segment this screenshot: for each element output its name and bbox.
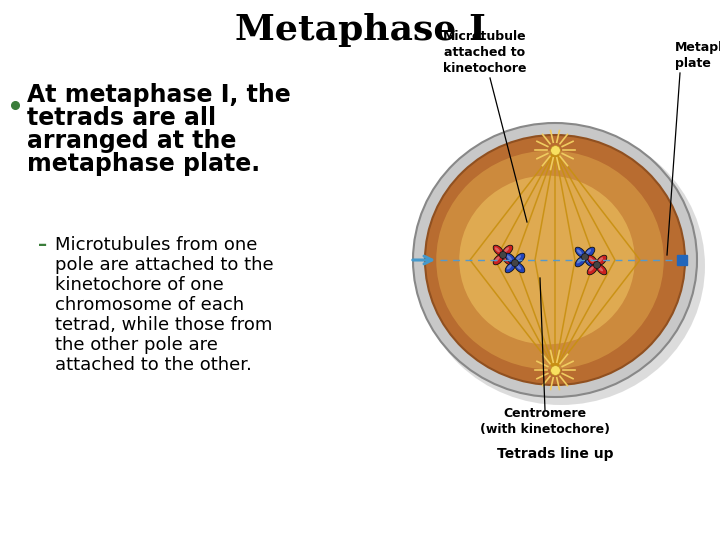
Ellipse shape xyxy=(507,255,512,260)
Ellipse shape xyxy=(425,135,685,385)
Ellipse shape xyxy=(493,254,503,265)
Ellipse shape xyxy=(493,245,503,255)
Ellipse shape xyxy=(585,256,595,267)
Text: arranged at the: arranged at the xyxy=(27,129,236,153)
Ellipse shape xyxy=(585,247,595,258)
Text: tetrad, while those from: tetrad, while those from xyxy=(55,316,272,334)
Circle shape xyxy=(511,260,518,267)
Text: the other pole are: the other pole are xyxy=(55,336,218,354)
Ellipse shape xyxy=(507,265,512,269)
Text: Microtubule
attached to
kinetochore: Microtubule attached to kinetochore xyxy=(444,30,527,75)
Text: pole are attached to the: pole are attached to the xyxy=(55,256,274,274)
Ellipse shape xyxy=(588,255,598,266)
Circle shape xyxy=(582,253,588,260)
Ellipse shape xyxy=(577,249,582,254)
Text: Metaphase I: Metaphase I xyxy=(235,13,485,47)
Ellipse shape xyxy=(495,247,500,252)
Ellipse shape xyxy=(514,253,525,264)
Ellipse shape xyxy=(503,245,513,255)
Circle shape xyxy=(593,261,600,268)
Text: Centromere
(with kinetochore): Centromere (with kinetochore) xyxy=(480,407,610,436)
Ellipse shape xyxy=(505,262,516,273)
Ellipse shape xyxy=(598,266,603,272)
Circle shape xyxy=(500,252,506,259)
Ellipse shape xyxy=(598,257,603,262)
Ellipse shape xyxy=(516,255,521,260)
Ellipse shape xyxy=(503,254,513,265)
Ellipse shape xyxy=(588,265,598,275)
Ellipse shape xyxy=(575,247,585,258)
Ellipse shape xyxy=(504,256,509,261)
Ellipse shape xyxy=(504,247,509,252)
Ellipse shape xyxy=(577,259,582,264)
Text: Metaphase
plate: Metaphase plate xyxy=(675,41,720,70)
Ellipse shape xyxy=(586,249,591,254)
Ellipse shape xyxy=(413,123,697,397)
Ellipse shape xyxy=(505,253,516,264)
Ellipse shape xyxy=(459,176,635,345)
Ellipse shape xyxy=(575,256,585,267)
Text: Tetrads line up: Tetrads line up xyxy=(497,447,613,461)
Text: chromosome of each: chromosome of each xyxy=(55,296,244,314)
Ellipse shape xyxy=(495,256,500,261)
Ellipse shape xyxy=(436,151,664,369)
Text: metaphase plate.: metaphase plate. xyxy=(27,152,260,176)
Ellipse shape xyxy=(417,127,705,405)
Text: –: – xyxy=(38,236,47,254)
Ellipse shape xyxy=(596,255,607,266)
Ellipse shape xyxy=(516,265,521,269)
Ellipse shape xyxy=(589,266,594,272)
Ellipse shape xyxy=(514,262,525,273)
Ellipse shape xyxy=(586,259,591,264)
Text: Microtubules from one: Microtubules from one xyxy=(55,236,257,254)
Bar xyxy=(677,255,687,265)
Text: tetrads are all: tetrads are all xyxy=(27,106,216,130)
Ellipse shape xyxy=(589,257,594,262)
Text: At metaphase I, the: At metaphase I, the xyxy=(27,83,291,107)
Ellipse shape xyxy=(596,265,607,275)
Text: attached to the other.: attached to the other. xyxy=(55,356,252,374)
Text: kinetochore of one: kinetochore of one xyxy=(55,276,224,294)
